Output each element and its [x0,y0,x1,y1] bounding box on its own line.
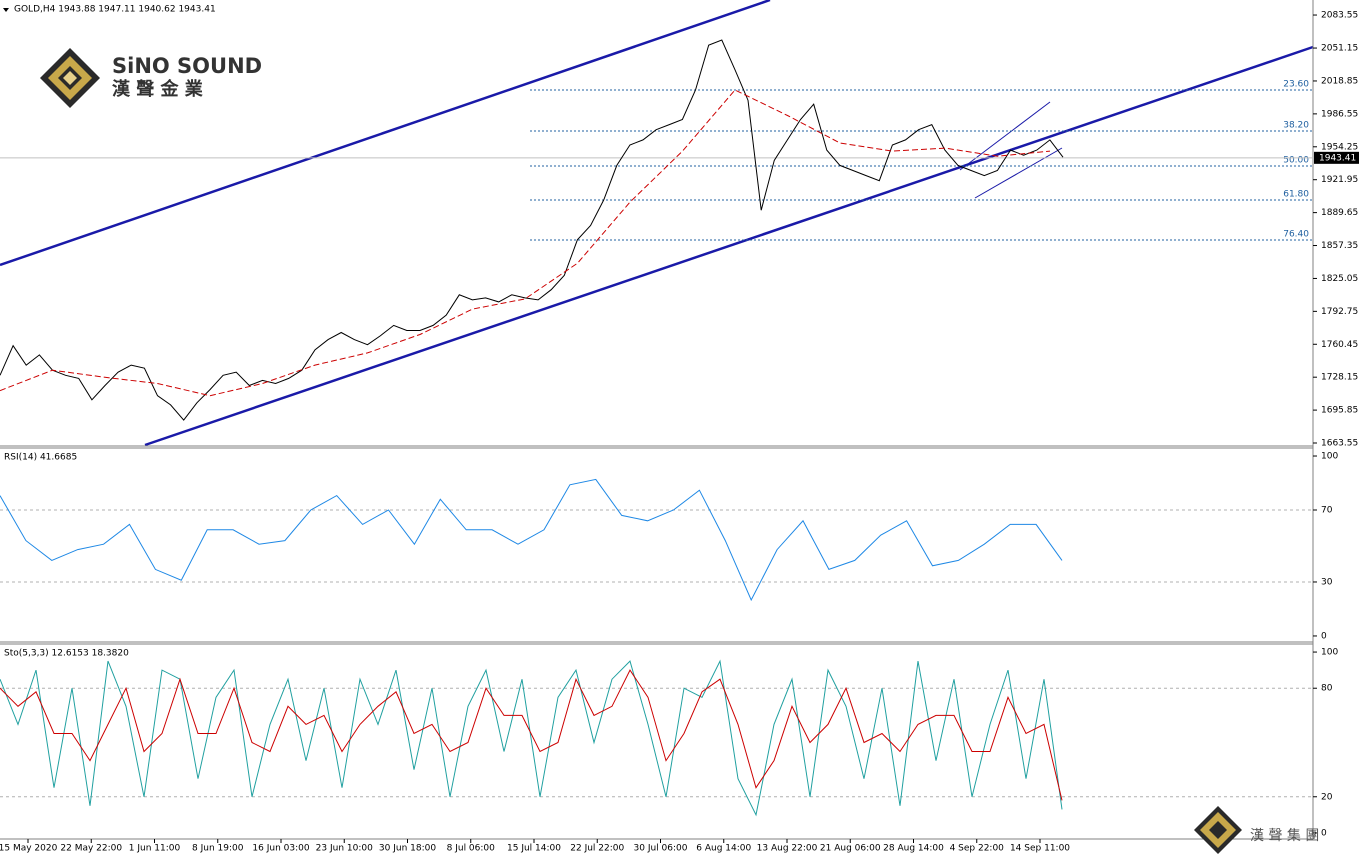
y-tick-label: 1986.55 [1321,109,1358,119]
channel-lower [144,45,1314,447]
y-tick-label: 30 [1321,577,1333,587]
x-tick-label: 13 Aug 22:00 [757,844,818,854]
y-tick-label: 1921.95 [1321,175,1358,185]
x-tick-label: 30 Jul 06:00 [634,844,688,854]
y-tick-label: 1825.05 [1321,274,1358,284]
y-tick-label: 1857.35 [1321,241,1358,251]
flag-upper [959,101,1051,171]
flag-lower [974,147,1063,199]
y-tick-label: 0 [1321,631,1327,641]
footer-logo [1194,806,1242,854]
series-line [0,89,1051,397]
last-price-label: 1943.41 [1319,153,1356,163]
x-tick-label: 8 Jul 06:00 [447,844,496,854]
y-tick-label: 80 [1321,684,1333,694]
fib-label: 23.60 [1283,79,1309,89]
x-tick-label: 28 Aug 14:00 [883,844,944,854]
y-tick-label: 1889.65 [1321,208,1358,218]
series-line [0,39,1064,421]
x-tick-label: 22 Jul 22:00 [570,844,624,854]
y-tick-label: 2051.15 [1321,44,1358,54]
y-tick-label: 1954.25 [1321,142,1358,152]
y-tick-label: 1695.85 [1321,406,1358,416]
fib-label: 50.00 [1283,155,1309,165]
y-tick-label: 100 [1321,452,1338,462]
footer-name: 漢 聲 集 團 [1250,827,1319,844]
x-tick-label: 14 Sep 11:00 [1010,844,1070,854]
fib-label: 38.20 [1283,121,1309,131]
x-tick-label: 8 Jun 19:00 [192,844,244,854]
menu-arrow [3,8,9,12]
x-tick-label: 15 May 2020 [0,844,58,854]
fib-label: 61.80 [1283,190,1309,200]
last-price-box [1314,151,1359,164]
y-tick-label: 1792.75 [1321,307,1358,317]
y-tick-label: 2018.85 [1321,76,1358,86]
x-tick-label: 30 Jun 18:00 [379,844,436,854]
x-tick-label: 6 Aug 14:00 [696,844,751,854]
x-tick-label: 15 Jul 14:00 [507,844,561,854]
x-tick-label: 22 May 22:00 [60,844,122,854]
x-tick-label: 1 Jun 11:00 [129,844,181,854]
y-tick-label: 70 [1321,506,1333,516]
series-line [0,659,1063,817]
channel-upper [0,0,771,267]
x-tick-label: 16 Jun 03:00 [252,844,309,854]
logo-name: SiNO SOUND [112,54,262,78]
x-tick-label: 23 Jun 10:00 [316,844,373,854]
y-tick-label: 0 [1321,828,1327,838]
panel-title: Sto(5,3,3) 12.6153 18.3820 [4,649,129,659]
y-tick-label: 1728.15 [1321,373,1358,383]
y-tick-label: 2083.55 [1321,11,1358,21]
panel-title: RSI(14) 41.6685 [4,453,77,463]
logo [40,48,100,108]
series-line [0,669,1063,801]
y-tick-label: 100 [1321,648,1338,658]
series-line [0,478,1063,602]
logo-sub: 漢 聲 金 業 [112,78,204,100]
header: GOLD,H4 1943.88 1947.11 1940.62 1943.41 [14,5,216,15]
x-tick-label: 4 Sep 22:00 [950,844,1005,854]
x-tick-label: 21 Aug 06:00 [820,844,881,854]
y-tick-label: 20 [1321,792,1333,802]
y-tick-label: 1760.45 [1321,340,1358,350]
y-tick-label: 1663.55 [1321,439,1358,449]
fib-label: 76.40 [1283,229,1309,239]
